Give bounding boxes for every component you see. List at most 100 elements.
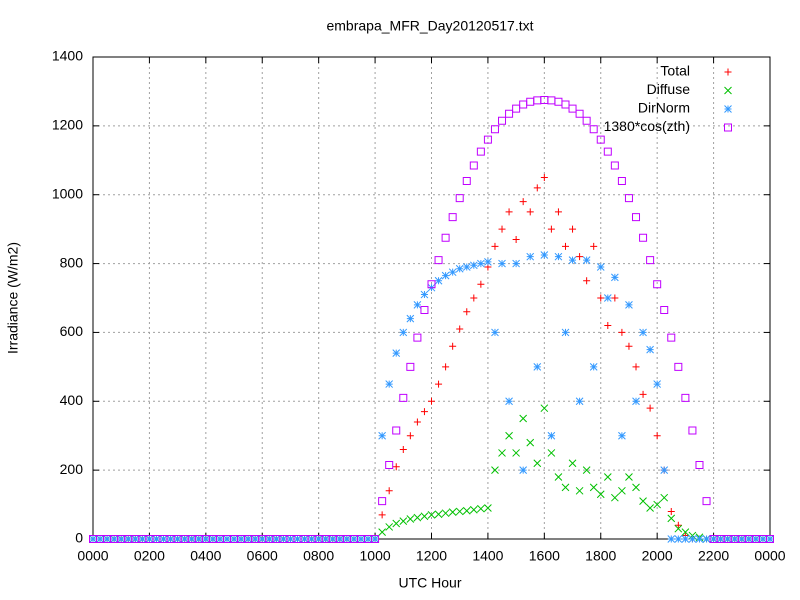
point: [624, 194, 633, 203]
point: [540, 404, 549, 413]
point: [639, 328, 647, 337]
point: [484, 504, 492, 512]
point: [293, 535, 302, 543]
point: [427, 511, 436, 519]
point: [463, 308, 471, 316]
point: [237, 535, 245, 543]
point: [625, 473, 633, 481]
point: [441, 233, 450, 242]
point: [667, 333, 676, 342]
point: [646, 404, 654, 412]
x-axis-label: UTC Hour: [398, 575, 461, 591]
point: [434, 256, 443, 265]
x-tick-label: 0600: [247, 548, 278, 564]
point: [187, 535, 196, 543]
point: [554, 252, 563, 261]
point: [547, 449, 556, 457]
point: [469, 161, 478, 170]
point: [610, 161, 619, 170]
point: [448, 268, 457, 277]
point: [159, 535, 168, 543]
point: [576, 253, 584, 261]
point: [455, 264, 464, 273]
y-tick-label: 800: [60, 254, 84, 270]
point: [596, 263, 605, 271]
point: [632, 363, 640, 371]
point: [399, 328, 408, 337]
point: [618, 486, 626, 495]
point: [350, 535, 358, 543]
point: [674, 521, 682, 529]
point: [385, 487, 393, 495]
point: [582, 256, 591, 264]
point: [328, 535, 337, 543]
point: [596, 490, 605, 499]
point: [512, 235, 520, 243]
point: [674, 535, 683, 543]
point: [455, 194, 464, 203]
point: [667, 535, 676, 543]
legend-label: Diffuse: [647, 81, 691, 97]
point: [561, 100, 570, 109]
point: [660, 306, 669, 315]
point: [688, 426, 697, 435]
legend-label: 1380*cos(zth): [604, 118, 690, 134]
point: [483, 135, 492, 144]
point: [399, 445, 407, 453]
point: [435, 380, 443, 388]
point: [449, 342, 457, 350]
point: [646, 504, 654, 512]
point: [653, 500, 662, 509]
point: [667, 514, 676, 523]
point: [413, 301, 422, 309]
point: [554, 473, 563, 481]
point: [730, 535, 739, 543]
point: [653, 432, 661, 440]
point: [138, 535, 147, 543]
point: [406, 362, 415, 371]
point: [568, 256, 577, 264]
x-tick-label: 0800: [303, 548, 334, 564]
point: [582, 466, 591, 474]
point: [335, 535, 344, 543]
point: [399, 393, 408, 402]
point: [385, 523, 394, 531]
point: [223, 535, 231, 543]
point: [533, 184, 541, 192]
y-tick-label: 600: [60, 323, 84, 339]
x-tick-label: 1800: [585, 548, 616, 564]
point: [420, 306, 429, 315]
x-tick-label: 2000: [642, 548, 673, 564]
point: [300, 535, 309, 543]
point: [307, 535, 316, 543]
point: [392, 463, 400, 471]
point: [427, 280, 436, 289]
point: [695, 535, 704, 543]
point: [314, 535, 323, 543]
point: [455, 507, 464, 516]
point: [476, 147, 485, 156]
point: [639, 233, 648, 242]
plot-border: [92, 56, 771, 540]
point: [568, 104, 577, 113]
point: [752, 535, 760, 543]
legend-marker: [724, 86, 732, 95]
point: [582, 116, 591, 125]
point: [166, 535, 175, 543]
point: [519, 466, 528, 474]
point: [392, 426, 401, 435]
point: [477, 259, 485, 268]
point: [385, 460, 394, 469]
point: [498, 449, 506, 457]
x-tick-label: 0400: [190, 548, 221, 564]
point: [660, 466, 669, 474]
point: [420, 290, 429, 299]
point: [498, 116, 507, 125]
point: [477, 504, 485, 513]
point: [653, 280, 662, 289]
point: [378, 431, 386, 440]
point: [766, 535, 774, 543]
point: [230, 535, 238, 543]
point: [392, 349, 401, 357]
point: [618, 431, 626, 440]
